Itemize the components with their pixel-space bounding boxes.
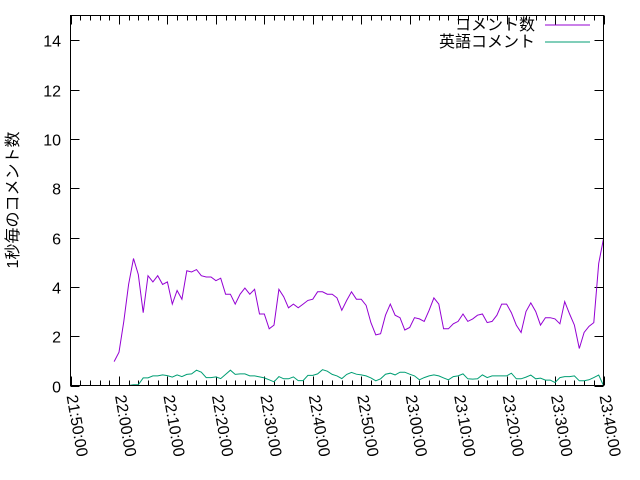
series-lines [113, 238, 604, 386]
y-tick-label: 14 [43, 34, 61, 51]
x-tick-label: 22:10:00 [159, 394, 187, 458]
x-tick-label: 22:30:00 [256, 394, 284, 458]
legend-label-english-comments: 英語コメント [439, 33, 535, 51]
y-tick-label: 4 [52, 281, 61, 298]
x-tick-labels: 21:50:00 22:00:00 22:10:00 22:20:00 22:30:00… [63, 394, 624, 458]
y-tick-labels: 0 2 4 6 8 10 12 14 [43, 34, 61, 397]
axis-ticks [70, 15, 605, 387]
plot-border [70, 15, 604, 386]
legend-label-comments: コメント数 [455, 16, 535, 34]
x-tick-label: 23:00:00 [402, 394, 430, 458]
x-tick-label: 22:40:00 [305, 394, 333, 458]
x-tick-label: 23:10:00 [450, 394, 478, 458]
y-tick-label: 6 [52, 232, 61, 249]
series-line-english-comments [128, 369, 604, 386]
x-tick-label: 22:20:00 [208, 394, 236, 458]
y-tick-label: 12 [43, 84, 61, 101]
x-tick-label: 23:40:00 [596, 394, 624, 458]
x-tick-label: 22:00:00 [111, 394, 139, 458]
y-tick-label: 2 [52, 330, 61, 347]
x-tick-label: 22:50:00 [353, 394, 381, 458]
y-tick-label: 8 [52, 182, 61, 199]
series-line-comments [113, 238, 604, 362]
x-tick-label: 23:20:00 [499, 394, 527, 458]
y-tick-label: 0 [52, 380, 61, 397]
y-axis-label: 1秒毎のコメント数 [4, 132, 22, 269]
legend: コメント数 英語コメント [439, 16, 590, 51]
y-tick-label: 10 [43, 133, 61, 150]
x-tick-label: 23:30:00 [547, 394, 575, 458]
x-tick-label: 21:50:00 [63, 394, 91, 458]
